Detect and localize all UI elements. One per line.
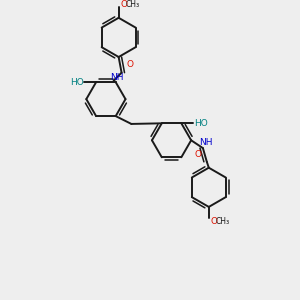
Text: NH: NH	[199, 138, 212, 147]
Text: O: O	[194, 151, 202, 160]
Text: CH₃: CH₃	[125, 0, 140, 9]
Text: CH₃: CH₃	[215, 217, 230, 226]
Text: O: O	[210, 217, 217, 226]
Text: HO: HO	[70, 78, 83, 87]
Text: O: O	[120, 0, 127, 9]
Text: O: O	[127, 60, 134, 69]
Text: NH: NH	[110, 73, 123, 82]
Text: HO: HO	[194, 119, 208, 128]
